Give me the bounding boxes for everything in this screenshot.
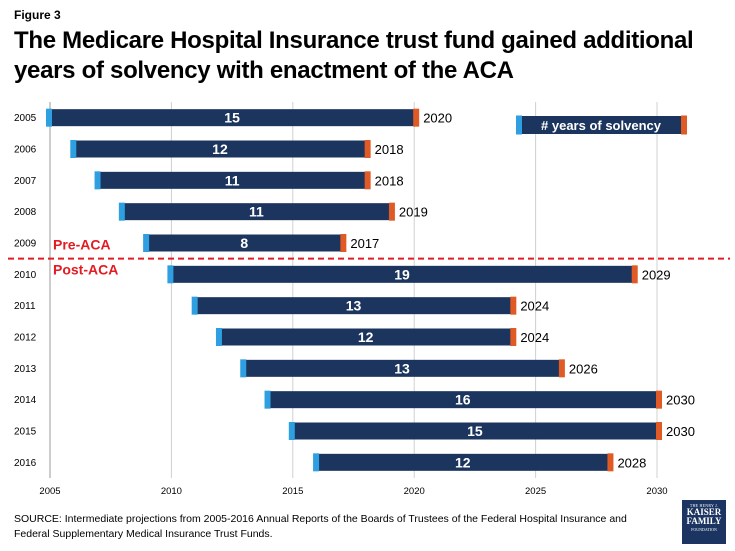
end-year-label: 2017 — [350, 236, 379, 251]
kff-logo: THE HENRY J. KAISER FAMILY FOUNDATION — [682, 500, 726, 544]
years-label: 12 — [212, 141, 228, 157]
years-label: 11 — [225, 172, 240, 188]
solvency-bar — [195, 297, 512, 315]
solvency-bar — [74, 140, 366, 158]
end-year-label: 2024 — [520, 330, 549, 345]
category-label: 2008 — [14, 207, 37, 218]
end-marker — [656, 390, 662, 409]
years-label: 11 — [249, 204, 264, 220]
years-label: 15 — [467, 423, 483, 439]
solvency-bar — [122, 203, 390, 221]
end-marker — [388, 202, 395, 221]
legend-start-marker — [516, 115, 522, 135]
solvency-bar — [171, 265, 633, 283]
years-label: 8 — [240, 235, 248, 251]
solvency-chart: 2005 2010 2015 2020 2025 2030 2005 15 2020 2006 12… — [8, 102, 730, 497]
years-label: 19 — [394, 266, 410, 282]
solvency-bar — [268, 391, 657, 409]
end-year-label: 2028 — [617, 455, 646, 470]
end-marker — [656, 422, 662, 440]
solvency-bar — [50, 109, 415, 127]
category-label: 2013 — [14, 364, 37, 375]
end-year-label: 2020 — [423, 111, 452, 126]
category-label: 2016 — [14, 458, 37, 469]
years-label: 12 — [455, 454, 471, 470]
start-marker — [313, 453, 320, 472]
end-marker — [510, 328, 517, 346]
start-marker — [94, 171, 101, 190]
years-label: 16 — [455, 392, 471, 408]
legend-bar — [520, 116, 682, 134]
solvency-bar — [219, 328, 512, 346]
start-marker — [46, 108, 52, 127]
end-year-label: 2019 — [399, 205, 428, 220]
end-marker — [340, 234, 347, 252]
x-tick-label: 2010 — [161, 486, 182, 497]
start-marker — [215, 328, 222, 346]
end-year-label: 2026 — [569, 361, 598, 376]
years-label: 13 — [394, 360, 410, 376]
category-label: 2014 — [14, 395, 37, 406]
solvency-bar — [147, 234, 342, 252]
years-label: 15 — [224, 110, 240, 126]
x-tick-label: 2015 — [282, 486, 303, 497]
solvency-bar — [244, 359, 560, 377]
start-marker — [240, 359, 247, 378]
category-label: 2011 — [14, 301, 36, 312]
x-tick-label: 2020 — [404, 486, 425, 497]
end-year-label: 2030 — [666, 424, 695, 439]
end-marker — [607, 453, 614, 472]
solvency-bar — [98, 171, 366, 189]
end-marker — [510, 296, 517, 315]
solvency-bar — [292, 422, 657, 440]
years-label: 12 — [358, 329, 374, 345]
end-marker — [364, 140, 371, 158]
end-year-label: 2029 — [642, 267, 671, 282]
category-label: 2006 — [14, 145, 37, 156]
end-marker — [364, 171, 371, 190]
category-label: 2005 — [14, 113, 37, 124]
x-tick-label: 2025 — [525, 486, 546, 497]
start-marker — [288, 422, 295, 440]
end-marker — [631, 265, 638, 284]
category-label: 2009 — [14, 239, 37, 250]
category-label: 2015 — [14, 427, 37, 438]
start-marker — [143, 234, 150, 252]
solvency-bar — [317, 453, 609, 471]
end-year-label: 2018 — [375, 173, 404, 188]
years-label: 13 — [346, 298, 362, 314]
post-aca-label: Post-ACA — [53, 262, 118, 278]
start-marker — [118, 202, 125, 221]
end-marker — [413, 108, 420, 127]
end-year-label: 2024 — [520, 299, 549, 314]
pre-aca-label: Pre-ACA — [53, 237, 111, 253]
category-label: 2012 — [14, 333, 37, 344]
start-marker — [264, 390, 271, 409]
source-note: SOURCE: Intermediate projections from 20… — [14, 513, 627, 540]
end-marker — [558, 359, 565, 378]
end-year-label: 2030 — [666, 393, 695, 408]
start-marker — [191, 296, 198, 315]
start-marker — [167, 265, 174, 284]
category-label: 2010 — [14, 270, 37, 281]
legend-label: # years of solvency — [541, 118, 662, 133]
figure-label: Figure 3 — [14, 8, 61, 22]
end-year-label: 2018 — [375, 142, 404, 157]
start-marker — [70, 140, 77, 158]
legend-end-marker — [681, 115, 687, 135]
x-tick-label: 2030 — [646, 486, 667, 497]
chart-title: The Medicare Hospital Insurance trust fu… — [14, 27, 694, 84]
x-tick-label: 2005 — [39, 486, 60, 497]
category-label: 2007 — [14, 176, 37, 187]
